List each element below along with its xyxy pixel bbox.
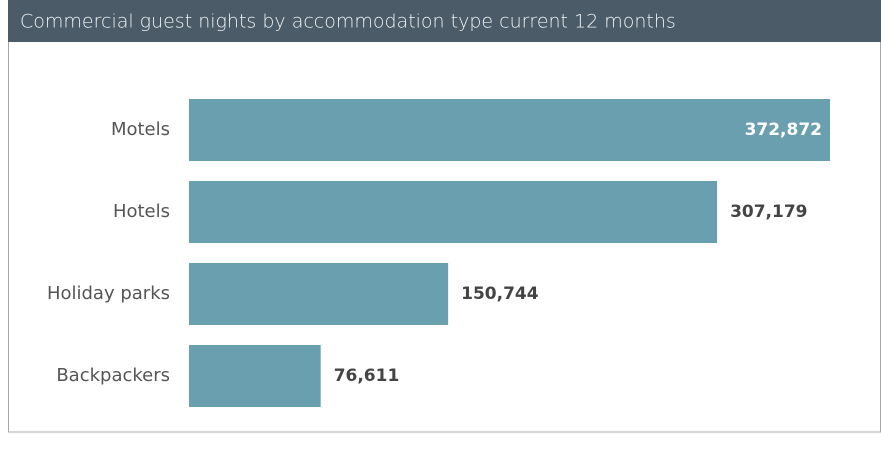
bar: [189, 345, 321, 407]
category-label: Backpackers: [56, 365, 170, 386]
bar: [189, 99, 830, 161]
category-label: Motels: [111, 119, 170, 140]
data-label: 307,179: [730, 202, 807, 222]
bar: [189, 263, 449, 325]
data-label: 372,872: [745, 120, 822, 140]
category-label: Hotels: [113, 201, 170, 222]
chart-title: Commercial guest nights by accommodation…: [20, 11, 676, 33]
data-label: 76,611: [334, 366, 400, 386]
title-bar: [8, 0, 881, 42]
data-label: 150,744: [461, 284, 539, 304]
category-label: Holiday parks: [47, 283, 170, 304]
bar: [189, 181, 718, 243]
